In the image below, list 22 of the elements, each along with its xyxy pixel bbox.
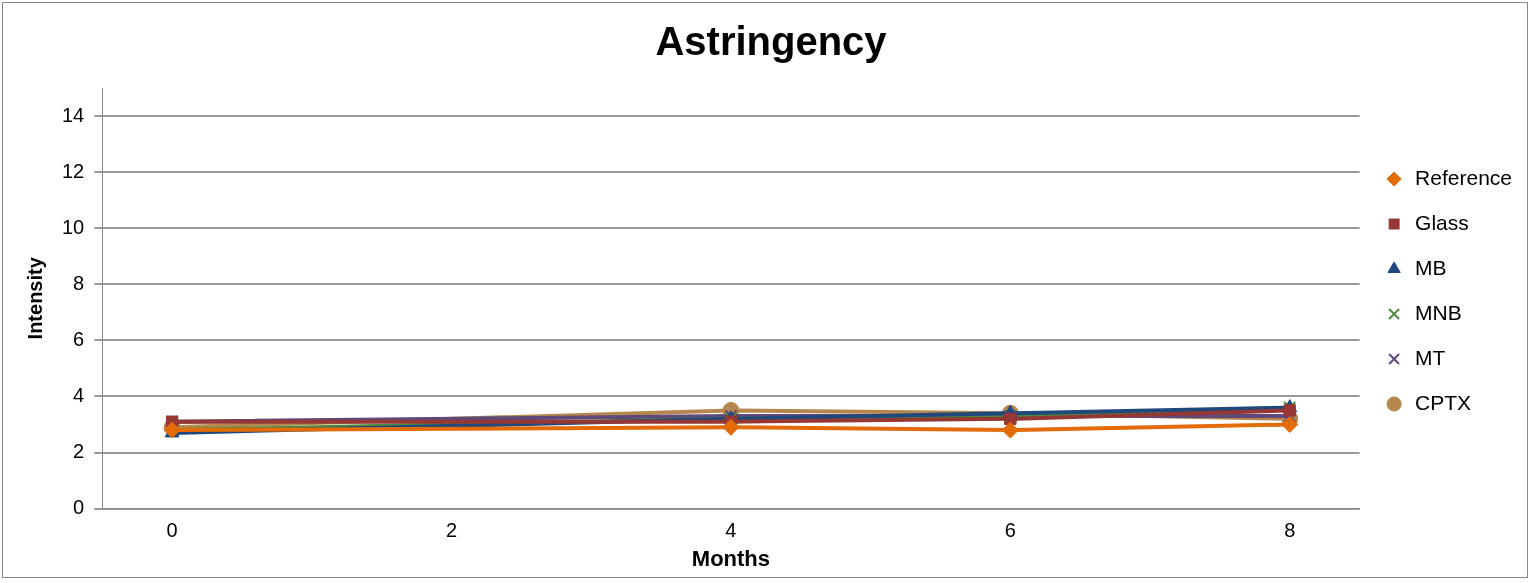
x-tick-label: 6 [1004,519,1016,542]
x-tick-label: 0 [166,519,178,542]
y-tick-label: 8 [73,271,85,294]
legend-label: MNB [1415,300,1462,324]
x-tick-label: 8 [1284,519,1296,542]
chart-title: Astringency [655,19,888,64]
y-tick-label: 10 [62,215,85,238]
legend-label: Reference [1415,165,1512,189]
legend-label: CPTX [1415,390,1472,414]
y-tick-label: 2 [73,440,85,463]
y-tick-label: 12 [62,159,85,182]
y-tick-label: 6 [73,327,85,350]
x-axis-title: Months [691,545,771,571]
y-tick-label: 4 [73,383,85,406]
y-tick-label: 0 [73,496,85,519]
legend-label: MT [1415,345,1446,369]
x-tick-label: 2 [445,519,458,542]
y-tick-label: 14 [62,103,85,126]
legend-label: MB [1415,255,1447,279]
y-axis-title: Intensity [23,256,46,340]
legend-label: Glass [1415,210,1469,234]
x-tick-label: 4 [725,519,737,542]
